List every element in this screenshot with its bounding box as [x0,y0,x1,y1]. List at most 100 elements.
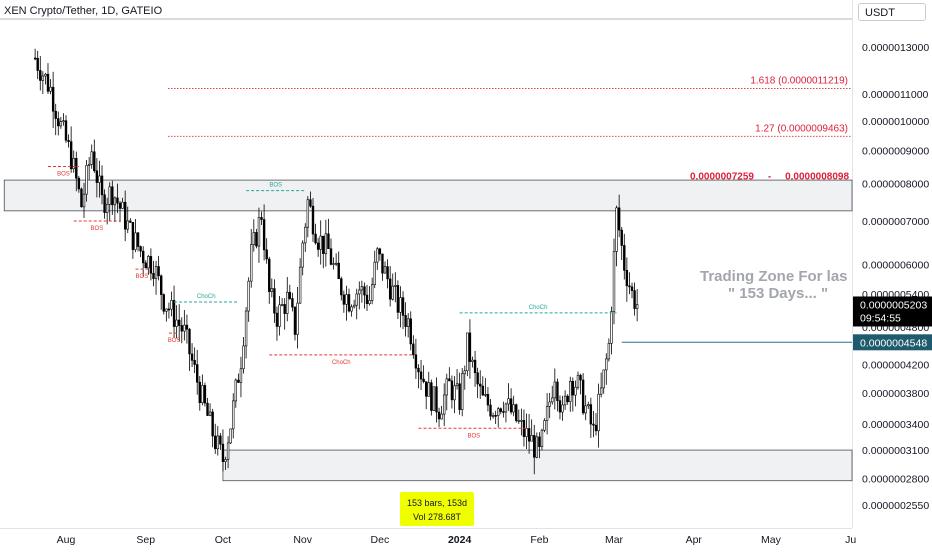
candle-body [41,75,45,81]
candle-body [553,381,557,399]
candle-body [558,400,562,413]
currency-selector[interactable]: USDT [858,3,926,21]
y-tick-label: 0.0000007000 [862,216,929,228]
candle-body [548,401,551,407]
candle-body [69,141,73,170]
candle-body [54,110,57,119]
candle-body [401,297,405,316]
candle-body [540,429,544,448]
candle-body [599,387,603,395]
candle-body [373,261,376,285]
candle-body [543,420,546,431]
candle-body [183,324,186,332]
candle-body [327,233,330,250]
y-tick-label: 0.0000011000 [862,89,929,101]
candle-body [90,151,93,165]
candle-body [255,232,258,247]
candle-body [422,378,425,382]
x-tick-label: Sep [136,534,155,546]
line-price-tag [853,334,932,351]
candle-body [581,379,585,414]
candle-body [129,220,132,223]
candle-body [268,258,271,292]
candle-body [250,244,253,282]
current-price-label: 0.0000005203 [860,299,927,311]
candle-body [350,306,353,312]
structure-label: ChoCh [332,360,351,366]
structure-label: BOS [168,338,181,344]
candle-body [170,300,173,310]
candle-body [448,378,451,382]
candle-body [134,232,137,250]
candle-body [36,57,39,71]
candle-body [280,304,284,306]
candle-body [391,285,394,300]
candle-body [489,404,492,417]
x-tick-label: Oct [215,534,231,546]
candle-body [332,263,335,265]
candle-body [381,253,384,274]
candle-body [615,207,618,252]
candle-body [33,57,37,60]
candle-body [141,250,145,264]
candle-body [597,393,600,432]
candle-body [466,332,469,372]
candle-body [123,201,127,230]
candle-body [162,294,165,312]
y-tick-label: 0.0000003800 [862,388,929,400]
candle-body [365,294,369,304]
candle-body [538,436,541,448]
candle-body [479,383,482,387]
candle-body [394,285,397,287]
candle-body [262,219,266,251]
candle-body [579,374,582,381]
candle-body [404,315,407,327]
candle-body [507,398,510,405]
candle-body [203,385,207,404]
candle-body [584,405,587,414]
candle-body [278,304,281,327]
candle-body [525,428,528,437]
candle-body [502,411,505,413]
candle-body [118,202,122,209]
candle-body [512,404,515,413]
candle-body [39,70,42,81]
candle-body [610,311,613,344]
candle-body [216,435,219,450]
structure-label: BOS [467,433,480,439]
candle-body [527,428,531,442]
x-tick-label: Feb [530,534,548,546]
candle-body [324,233,328,254]
candle-body [188,328,191,355]
candle-body [370,284,374,301]
candle-body [226,442,230,460]
candle-body [497,408,500,416]
candle-body [208,411,212,416]
candle-body [80,188,83,208]
candle-body [561,404,564,413]
candle-body [87,163,91,166]
candle-body [345,294,348,305]
candle-body [147,256,150,269]
candle-body [458,383,461,410]
candle-body [515,404,518,421]
measure-volume-text: Vol 278.68T [413,512,462,522]
candle-body [623,245,626,271]
candle-body [347,294,351,312]
upper-zone [3,179,853,212]
candle-body [201,385,204,403]
current-price-tag [853,296,932,327]
candle-body [409,318,412,345]
candle-body [273,288,276,314]
candle-body [49,86,52,92]
candle-body [494,415,497,417]
candle-body [185,324,189,330]
candle-body [445,378,448,396]
candle-body [414,354,418,369]
x-tick-label: Mar [605,534,624,546]
candle-body [319,235,322,250]
candle-body [628,285,631,288]
trading-zone-text: Trading Zone For las [700,268,848,285]
